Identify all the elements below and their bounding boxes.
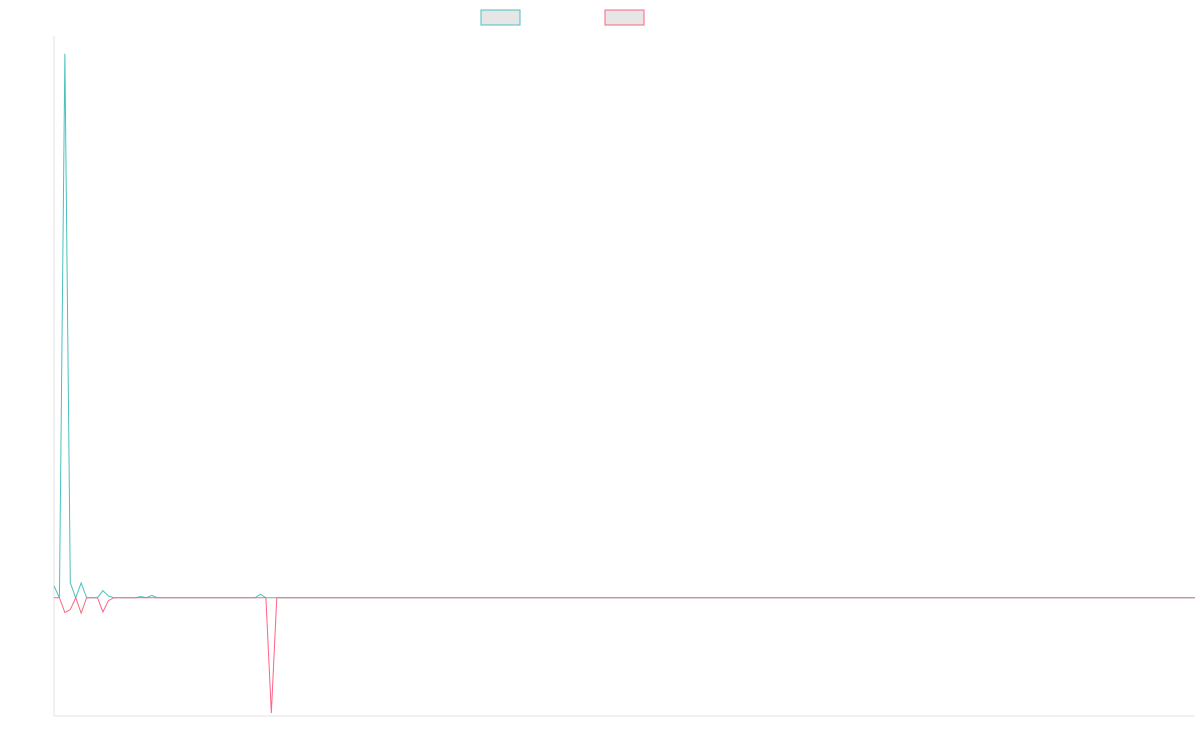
series-line-1 xyxy=(53,53,1195,600)
legend-swatch-1[interactable] xyxy=(480,9,521,26)
series-line-2 xyxy=(54,596,1195,714)
legend-swatch-2[interactable] xyxy=(604,9,645,26)
series-layer xyxy=(53,53,1195,714)
legend xyxy=(480,9,645,26)
axes xyxy=(53,36,1195,717)
